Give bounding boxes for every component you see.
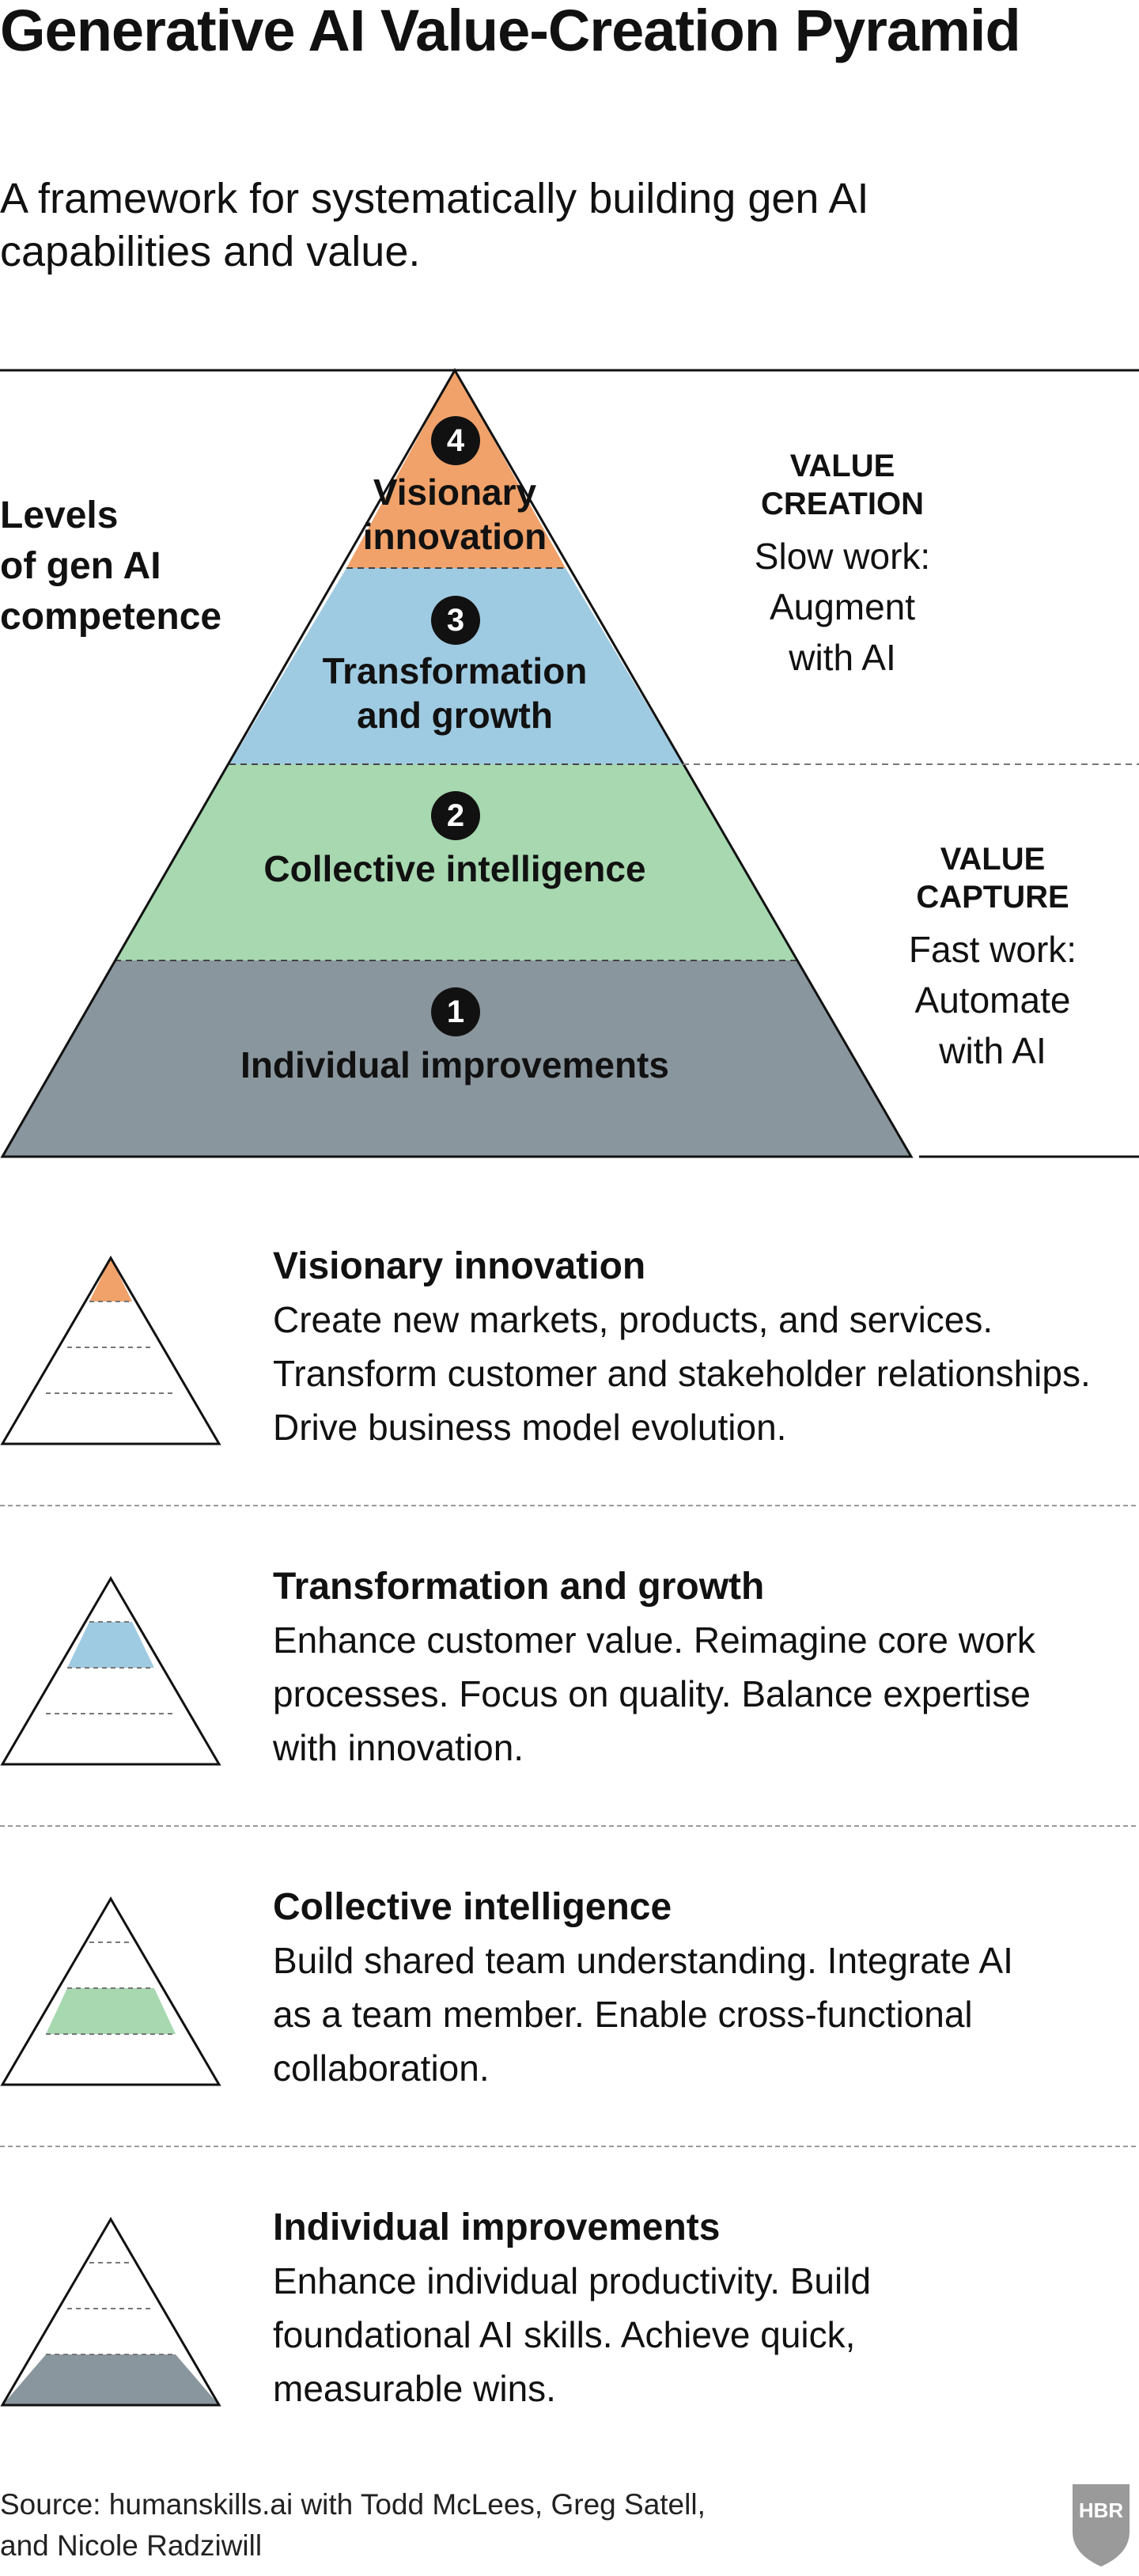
- tier-4-label: Visionary innovation: [297, 470, 613, 559]
- legend-line: Transform customer and stakeholder relat…: [273, 1353, 1091, 1394]
- mini-tier-highlight: [2, 2354, 219, 2405]
- value-creation: VALUE CREATION Slow work: Augment with A…: [712, 447, 973, 683]
- legend-line: measurable wins.: [273, 2368, 556, 2409]
- value-capture-heading: VALUE CAPTURE: [862, 840, 1123, 916]
- mini-tier-highlight: [89, 1258, 132, 1301]
- value-capture-text: Fast work: Automate with AI: [862, 924, 1123, 1076]
- legend-line: processes. Focus on quality. Balance exp…: [273, 1673, 1031, 1714]
- tier-label-line: Visionary: [373, 472, 537, 513]
- heading-line: CAPTURE: [916, 880, 1069, 915]
- legend-title: Individual improvements: [273, 2207, 721, 2248]
- pyramid-diagram: [0, 368, 1139, 1158]
- hbr-logo-text: HBR: [1079, 2498, 1124, 2522]
- mini-pyramid-outline: [0, 1576, 221, 1766]
- mini-pyramid-outline: [0, 2217, 221, 2407]
- value-creation-text: Slow work: Augment with AI: [712, 531, 973, 683]
- tier-2-shape: [115, 764, 797, 960]
- legend-pyramid-transformation: [0, 1576, 221, 1766]
- heading-line: VALUE: [789, 449, 895, 483]
- levels-label-line: competence: [0, 596, 222, 638]
- mini-tier-highlight: [67, 1622, 154, 1668]
- legend-pyramid-individual: [0, 2217, 221, 2407]
- legend-item-collective: Collective intelligence Build shared tea…: [273, 1881, 1135, 2095]
- value-capture: VALUE CAPTURE Fast work: Automate with A…: [862, 840, 1123, 1076]
- heading-line: VALUE: [940, 842, 1046, 877]
- mini-pyramid-outline: [0, 1896, 221, 2086]
- tier-4-shape: [346, 370, 566, 568]
- legend-line: with innovation.: [273, 1727, 524, 1768]
- text-line: with AI: [789, 637, 896, 678]
- tier-1-shape: [2, 960, 911, 1157]
- legend-separator: [0, 1505, 1136, 1506]
- heading-line: CREATION: [761, 487, 924, 521]
- legend-line: Enhance customer value. Reimagine core w…: [273, 1619, 1035, 1661]
- legend-item-individual: Individual improvements Enhance individu…: [273, 2202, 1135, 2415]
- legend-line: Create new markets, products, and servic…: [273, 1299, 993, 1340]
- tier-label-line: Individual improvements: [240, 1044, 669, 1085]
- mini-pyramid-outline: [0, 1256, 221, 1445]
- tier-label-line: innovation: [362, 516, 547, 557]
- legend-line: Enhance individual productivity. Build: [273, 2260, 872, 2301]
- page-title: Generative AI Value-Creation Pyramid: [0, 0, 1021, 63]
- hbr-shield-icon: [1073, 2484, 1130, 2567]
- value-creation-heading: VALUE CREATION: [712, 447, 973, 523]
- tier-2-label: Collective intelligence: [178, 847, 732, 891]
- legend-separator: [0, 1825, 1136, 1827]
- legend-line: foundational AI skills. Achieve quick,: [273, 2314, 856, 2355]
- source-note: Source: humanskills.ai with Todd McLees,…: [0, 2484, 870, 2567]
- tier-3-label: Transformation and growth: [257, 649, 653, 737]
- text-line: with AI: [939, 1030, 1046, 1071]
- legend-item-visionary: Visionary innovation Create new markets,…: [273, 1241, 1135, 1454]
- hbr-logo: HBR: [1073, 2484, 1130, 2567]
- legend-line: as a team member. Enable cross-functiona…: [273, 1994, 973, 2035]
- text-line: Fast work:: [908, 929, 1077, 970]
- mini-tier-highlight: [46, 1988, 176, 2034]
- levels-label: Levels of gen AI competence: [0, 491, 269, 642]
- tier-label-line: Collective intelligence: [263, 848, 646, 889]
- legend-pyramid-collective: [0, 1896, 221, 2086]
- source-line: and Nicole Radziwill: [0, 2529, 263, 2562]
- legend-item-transformation: Transformation and growth Enhance custom…: [273, 1561, 1135, 1775]
- legend-title: Collective intelligence: [273, 1886, 672, 1928]
- text-line: Augment: [769, 586, 916, 627]
- legend-line: collaboration.: [273, 2048, 490, 2089]
- text-line: Automate: [914, 979, 1071, 1021]
- tier-4-badge: 4: [431, 416, 480, 465]
- tier-label-line: Transformation: [322, 650, 588, 691]
- tier-1-badge: 1: [431, 987, 480, 1036]
- source-line: Source: humanskills.ai with Todd McLees,…: [0, 2488, 706, 2521]
- tier-2-badge: 2: [431, 791, 480, 840]
- legend-line: Build shared team understanding. Integra…: [273, 1940, 1013, 1981]
- legend-line: Drive business model evolution.: [273, 1407, 787, 1448]
- text-line: Slow work:: [754, 536, 931, 577]
- legend-separator: [0, 2146, 1136, 2147]
- legend-pyramid-visionary: [0, 1256, 221, 1445]
- legend-title: Transformation and growth: [273, 1566, 765, 1608]
- tier-3-badge: 3: [431, 596, 480, 645]
- page-subtitle: A framework for systematically building …: [0, 175, 869, 275]
- tier-1-label: Individual improvements: [178, 1043, 732, 1087]
- tier-label-line: and growth: [357, 695, 553, 736]
- levels-label-line: Levels: [0, 494, 119, 536]
- legend-title: Visionary innovation: [273, 1245, 646, 1287]
- tier-3-shape: [229, 568, 683, 764]
- levels-label-line: of gen AI: [0, 545, 161, 587]
